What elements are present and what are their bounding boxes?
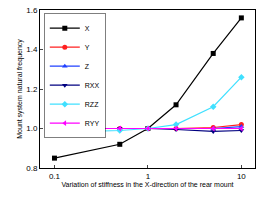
svg-text:RXX: RXX [85,82,100,89]
svg-text:Mount system natural frequency: Mount system natural frequency [16,39,24,139]
svg-text:1.6: 1.6 [26,6,38,15]
svg-text:1.0: 1.0 [26,124,38,133]
svg-text:Y: Y [85,44,90,51]
svg-text:0.1: 0.1 [49,172,61,181]
svg-text:10: 10 [237,172,246,181]
svg-text:1: 1 [146,172,151,181]
svg-text:1.2: 1.2 [26,85,38,94]
svg-text:RZZ: RZZ [85,101,99,108]
svg-text:1.4: 1.4 [26,45,38,54]
svg-text:Variation of stiffness in the: Variation of stiffness in the X-directio… [61,181,233,188]
svg-text:Z: Z [85,63,90,70]
svg-text:RYY: RYY [85,120,100,127]
svg-text:X: X [85,25,90,32]
svg-text:0.8: 0.8 [26,164,38,173]
